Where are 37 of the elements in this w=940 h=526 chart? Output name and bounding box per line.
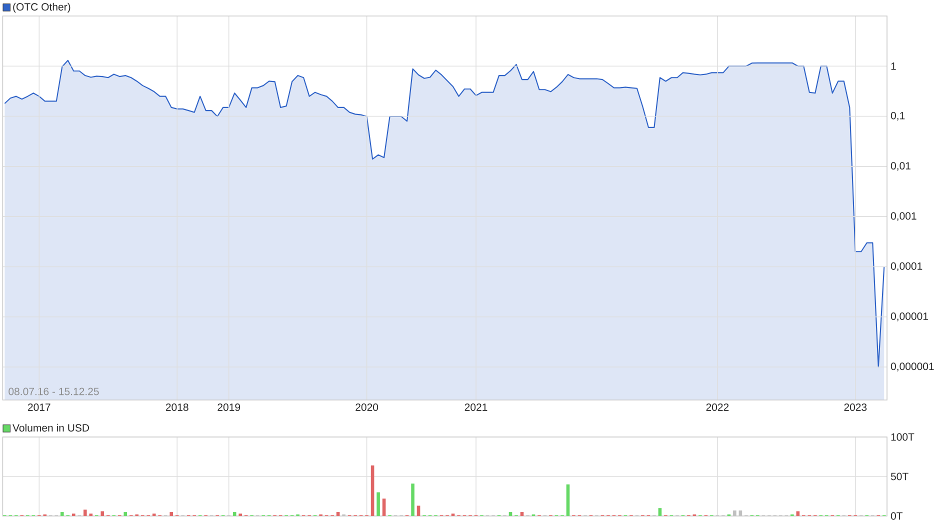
- bar: [83, 510, 87, 516]
- bar: [100, 511, 104, 516]
- bar: [124, 512, 128, 516]
- annotation: 08.07.16 - 15.12.25: [8, 388, 99, 396]
- y-tick-label: 0,0001: [890, 262, 922, 272]
- y-tick-label: 100T: [891, 433, 914, 441]
- bar: [336, 512, 340, 516]
- y-tick-label: 0,000001: [890, 362, 934, 372]
- bar: [170, 512, 174, 516]
- bar: [411, 484, 414, 516]
- x-tick-label: 2020: [356, 404, 378, 411]
- y-tick-label: 1: [891, 62, 896, 70]
- x-tick-label: 2018: [166, 404, 188, 411]
- bar: [796, 511, 800, 516]
- bar: [60, 512, 64, 516]
- legend-label: Volumen in USD: [12, 424, 90, 432]
- bar: [566, 484, 570, 516]
- y-tick-label: 0,00001: [890, 312, 928, 322]
- bar: [416, 506, 420, 516]
- y-tick-label: 50T: [890, 472, 908, 480]
- y-tick-label: 0,1: [890, 112, 905, 121]
- bar: [376, 492, 380, 516]
- x-tick-label: 2021: [464, 404, 488, 411]
- bar: [508, 512, 512, 516]
- x-tick-label: 2019: [218, 404, 240, 411]
- x-tick-label: 2017: [28, 404, 50, 411]
- bar: [520, 512, 524, 516]
- x-tick-label: 2022: [706, 404, 729, 411]
- bar: [658, 508, 662, 516]
- bar: [370, 465, 374, 516]
- x-tick-label: 2023: [844, 404, 867, 411]
- bar: [382, 498, 386, 516]
- y-tick-label: 0,01: [890, 162, 910, 171]
- y-tick-label: 0T: [890, 512, 903, 520]
- y-tick-label: 0,001: [890, 212, 916, 221]
- legend-label: (OTC Other): [13, 2, 70, 13]
- bar: [232, 512, 236, 516]
